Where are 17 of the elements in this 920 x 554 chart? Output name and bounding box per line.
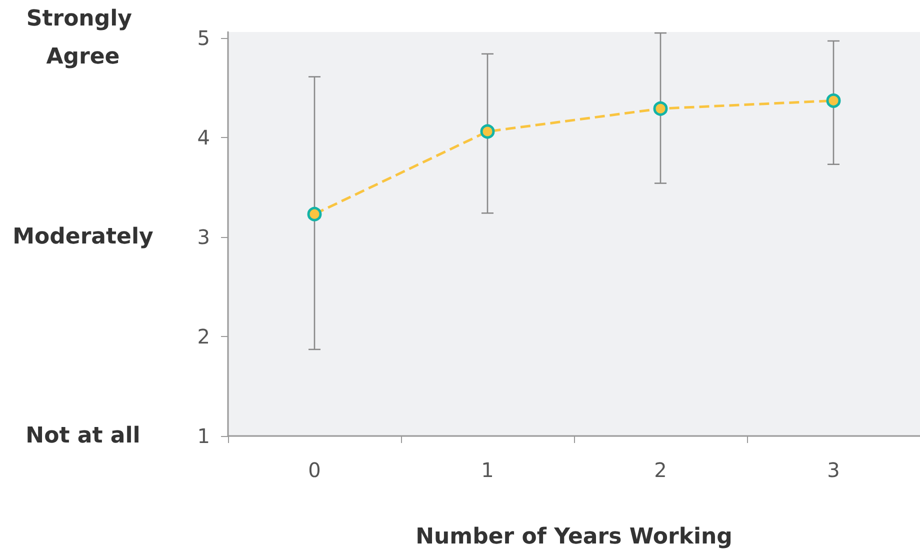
y-tick-label: 1: [197, 424, 210, 448]
x-tick-label: 2: [654, 458, 667, 482]
x-axis-title: Number of Years Working: [416, 524, 732, 550]
y-tick-label: 5: [197, 26, 210, 50]
text: Moderately: [12, 224, 154, 250]
text: Strongly Agree: [26, 6, 140, 70]
point: [307, 206, 322, 222]
point: [826, 93, 841, 108]
point: [653, 101, 668, 116]
x-tick-label: 0: [308, 458, 321, 482]
y-tick-label: 4: [197, 125, 210, 150]
x-tick-label: 1: [481, 458, 494, 482]
x-tick-label: 3: [827, 458, 840, 482]
y-tick-label: 3: [197, 224, 210, 249]
point: [480, 124, 495, 139]
y-tick-label: 2: [197, 324, 210, 348]
text: Not at all: [26, 424, 140, 448]
